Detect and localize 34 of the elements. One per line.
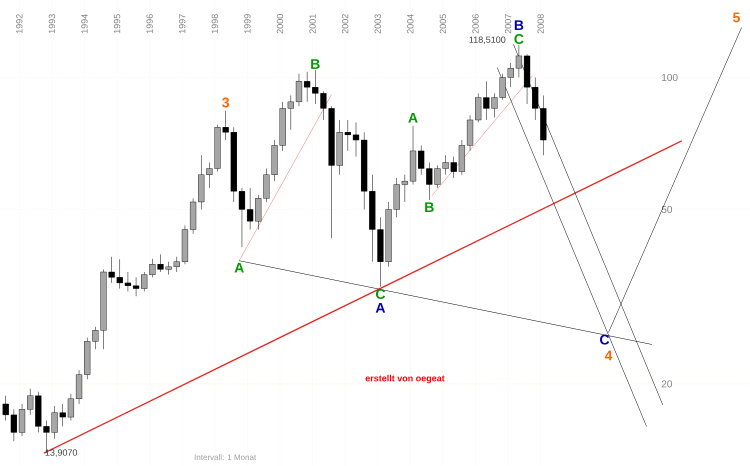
annotation: C — [376, 288, 386, 299]
x-tick-label: 1996 — [146, 14, 153, 34]
y-tick-label: 20 — [662, 380, 672, 388]
x-tick-label: 2001 — [309, 14, 316, 34]
x-tick-label: 1998 — [212, 14, 218, 34]
x-tick-label: 1997 — [179, 14, 186, 34]
x-tick-label: 2000 — [276, 14, 284, 34]
x-tick-label: 2003 — [374, 14, 381, 34]
annotation: A — [234, 262, 244, 272]
annotation: B — [311, 59, 320, 69]
x-tick-label: 2004 — [407, 14, 414, 34]
x-tick-label: 2005 — [440, 14, 446, 34]
x-tick-label: 1993 — [48, 14, 56, 34]
annotation: B — [425, 202, 434, 212]
annotation: 13,9070 — [46, 449, 78, 457]
x-tick-label: 1992 — [16, 14, 23, 34]
annotation: erstellt von oegeat — [366, 374, 445, 384]
annotation: A — [376, 302, 386, 313]
x-tick-label: 1994 — [81, 14, 88, 34]
x-tick-label: 2002 — [342, 14, 348, 34]
x-tick-label: 2006 — [472, 14, 479, 34]
x-tick-label: 2008 — [537, 14, 544, 34]
annotation: C — [600, 334, 610, 344]
annotation: A — [408, 112, 418, 122]
annotation: 118,5100 — [470, 36, 506, 44]
annotation: 4 — [604, 350, 612, 360]
annotation: B — [514, 20, 524, 30]
x-tick-label: 1995 — [114, 14, 120, 34]
x-tick-label: 1999 — [244, 14, 251, 34]
annotation: C — [514, 34, 524, 44]
annotation: 3 — [222, 97, 230, 108]
x-tick-label: 2007 — [504, 14, 512, 34]
annotation: 5 — [733, 12, 740, 22]
y-tick-label: 100 — [662, 74, 678, 81]
